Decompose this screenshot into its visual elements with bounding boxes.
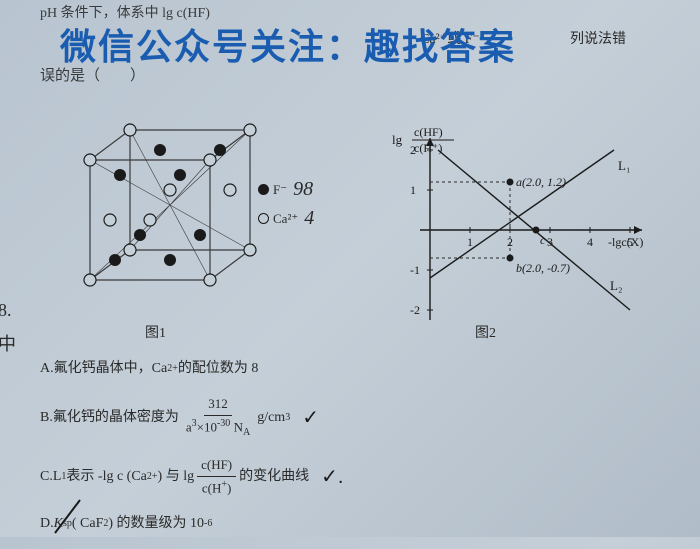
figure-2-label: 图2 <box>475 322 496 342</box>
watermark-text: 微信公众号关注：趣找答案 <box>60 18 516 70</box>
svg-text:b(2.0, -0.7): b(2.0, -0.7) <box>516 261 570 275</box>
svg-text:c(H⁺): c(H⁺) <box>414 141 442 155</box>
option-c-sup1: 2+ <box>147 469 158 485</box>
option-a: A. 氟化钙晶体中，Ca2+ 的配位数为 8 <box>40 358 343 380</box>
option-b-prefix: B. <box>40 407 53 429</box>
svg-text:lg: lg <box>392 132 403 147</box>
option-b-text1: 氟化钙的晶体密度为 <box>53 407 179 429</box>
svg-text:-1: -1 <box>410 263 420 277</box>
svg-text:a(2.0, 1.2): a(2.0, 1.2) <box>516 175 566 189</box>
figure-1-crystal <box>70 120 260 320</box>
option-b-frac-num: 312 <box>204 394 232 416</box>
option-c-fdencl: ) <box>227 480 231 495</box>
option-b-unit-sup: 3 <box>285 410 290 426</box>
option-b-den-nas: A <box>243 427 250 438</box>
option-c-t1: L <box>53 466 62 488</box>
figure-2-chart: 12345-2-112lgc(HF)c(H⁺)-lgc(X)L₁L₂a(2.0,… <box>380 100 670 320</box>
option-c-t2: 表示 -lg c (Ca <box>66 466 146 488</box>
figure-1-label: 图1 <box>145 322 166 342</box>
svg-text:1: 1 <box>467 235 473 249</box>
svg-text:c(HF): c(HF) <box>414 125 443 139</box>
option-a-text1: 氟化钙晶体中，Ca <box>54 358 168 380</box>
svg-text:-lgc(X): -lgc(X) <box>608 235 643 249</box>
svg-text:1: 1 <box>410 183 416 197</box>
handwritten-f: 98 <box>293 178 313 201</box>
legend: F⁻ 98 Ca²⁺ 4 <box>258 178 314 236</box>
option-c: C. L1 表示 -lg c (Ca2+ ) 与 lg c(HF) c(H+) … <box>40 455 343 499</box>
option-a-text2: 的配位数为 8 <box>178 358 259 380</box>
svg-text:-2: -2 <box>410 303 420 317</box>
svg-text:c: c <box>540 233 546 247</box>
option-d-t3: ) 的数量级为 10 <box>108 513 204 535</box>
option-c-prefix: C. <box>40 466 53 488</box>
handwritten-slash <box>50 498 90 538</box>
option-c-fnum: c(HF) <box>197 455 236 477</box>
svg-text:4: 4 <box>587 235 593 249</box>
option-a-sup: 2+ <box>167 361 178 377</box>
option-c-check: ✓. <box>321 461 343 493</box>
svg-text:L₁: L₁ <box>618 158 630 173</box>
option-a-prefix: A. <box>40 358 54 380</box>
handwritten-ca: 4 <box>304 207 314 230</box>
option-b-unit: g/cm <box>257 407 285 429</box>
handwritten-margin-2: 中 <box>0 330 16 356</box>
option-b-den-na: N <box>230 420 243 435</box>
option-c-t4: 的变化曲线 <box>239 466 309 488</box>
option-b: B. 氟化钙的晶体密度为 312 a3×10-30 NA g/cm3 ✓ <box>40 394 343 441</box>
option-c-fden: c(H <box>202 480 222 495</box>
option-b-den-mid: ×10 <box>197 420 217 435</box>
legend-ca-label: Ca²⁺ <box>273 211 298 227</box>
option-d-sup1: -6 <box>204 516 212 532</box>
question-fragment-end: 列说法错 <box>570 28 626 48</box>
legend-dot-ca <box>258 213 269 224</box>
handwritten-margin-1: 8. <box>0 300 12 321</box>
option-b-check: ✓ <box>302 402 319 434</box>
svg-text:L₂: L₂ <box>610 278 622 293</box>
option-b-den-e2: -30 <box>217 418 230 429</box>
legend-dot-f <box>258 184 269 195</box>
legend-f-label: F⁻ <box>273 182 287 198</box>
option-c-t3: ) 与 lg <box>158 466 195 488</box>
